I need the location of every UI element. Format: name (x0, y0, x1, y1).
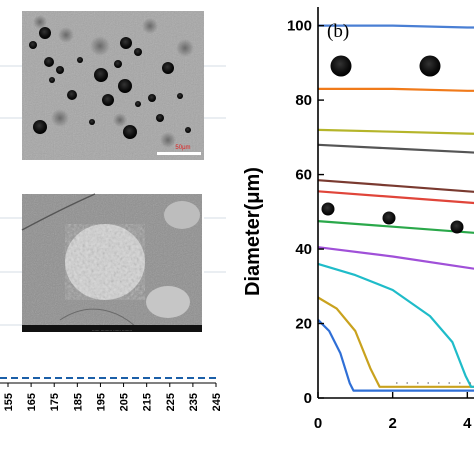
left-x-tick-label: 205 (119, 393, 131, 411)
y-tick-label: 100 (287, 18, 312, 35)
series-line-7 (317, 179, 474, 193)
y-tick-label: 0 (304, 390, 312, 407)
x-tick-label: 2 (388, 415, 396, 432)
series-line-11 (318, 24, 474, 29)
series-line-9 (317, 128, 474, 135)
series-line-6 (317, 190, 474, 205)
droplet-icon (330, 55, 352, 77)
scale-bar (157, 152, 201, 155)
y-tick-label: 20 (295, 316, 312, 333)
droplet-icon (419, 55, 441, 77)
left-x-tick-label: 155 (3, 393, 15, 411)
droplet-icon (450, 220, 464, 234)
y-tick-label: 60 (295, 167, 312, 184)
series-line-1 (317, 319, 474, 392)
panel-label: (b) (327, 21, 349, 42)
series-line-2 (317, 296, 474, 388)
scale-bar-label: 50μm (175, 145, 190, 151)
left-x-tick-label: 185 (72, 393, 84, 411)
sem-info-bar (22, 325, 202, 332)
series-line-10 (318, 87, 474, 92)
left-x-tick-label: 235 (188, 393, 200, 411)
y-axis-ticks: 0 20 40 60 80 100 (287, 18, 324, 407)
particle-cluster (164, 201, 200, 229)
series-line-8 (317, 143, 474, 154)
droplet-icon (382, 211, 396, 225)
dark-droplets (29, 27, 191, 139)
particle-cluster (146, 286, 190, 318)
particle-cluster-texture (65, 224, 145, 300)
droplet-markers (321, 55, 464, 234)
droplet-icon (321, 202, 335, 216)
left-x-tick-label: 225 (165, 393, 177, 411)
series-layer (317, 24, 474, 392)
bottom-left-plot: 155 165 175 185 195 205 215 225 235 245 (0, 377, 223, 411)
left-x-tick-label: 245 (211, 393, 223, 411)
series-line-4 (317, 246, 474, 270)
series-line-5 (317, 220, 474, 234)
crack-line (21, 193, 96, 231)
left-x-tick-label: 165 (26, 393, 38, 411)
left-plot-x-ticks: 155 165 175 185 195 205 215 225 235 245 (3, 383, 223, 411)
y-tick-label: 80 (295, 92, 312, 109)
x-tick-label: 0 (314, 415, 322, 432)
sem-info-text: ...... ......... ...... ........ (92, 327, 132, 332)
left-x-tick-label: 195 (95, 393, 107, 411)
left-panel-gridlines (0, 65, 226, 326)
x-tick-label: 4 (463, 415, 472, 432)
y-axis-label: Diameter(μm) (242, 167, 264, 296)
left-x-tick-label: 175 (49, 393, 61, 411)
left-x-tick-label: 215 (142, 393, 154, 411)
diameter-chart: Diameter(μm) (b) 0 20 40 60 80 100 0 2 4 (242, 7, 474, 432)
optical-micrograph: 50μm (22, 11, 204, 160)
blurred-droplets (33, 15, 194, 148)
y-tick-label: 40 (295, 241, 312, 258)
sem-micrograph: ...... ......... ...... ........ (21, 193, 202, 332)
series-line-3 (317, 262, 474, 388)
